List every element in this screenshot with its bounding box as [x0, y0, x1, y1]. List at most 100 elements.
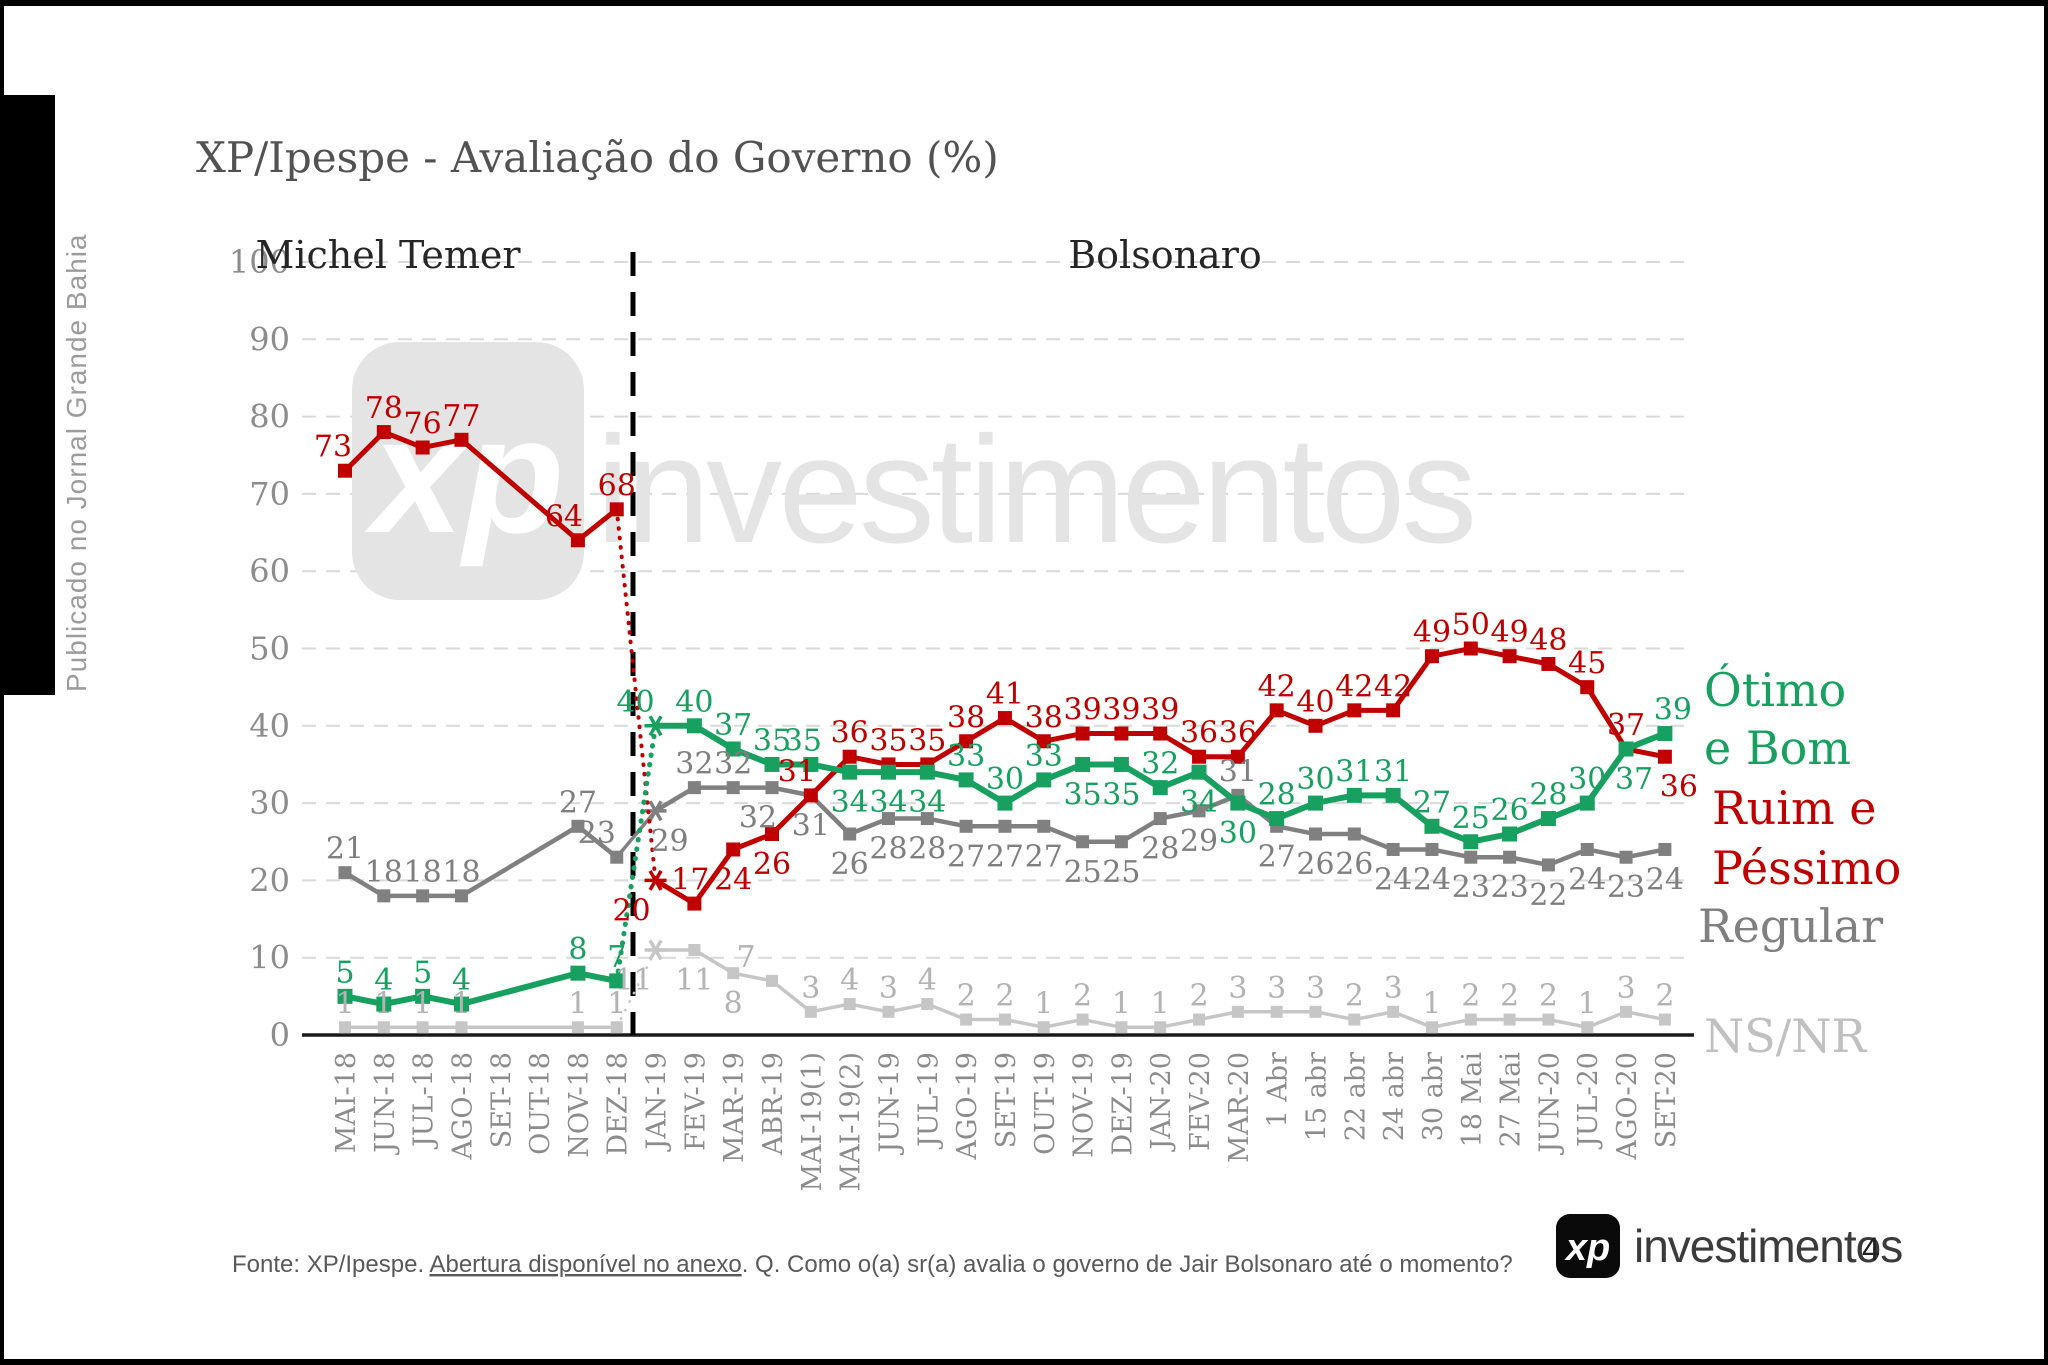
x-axis-tick-label: JUN-18	[370, 1052, 401, 1156]
legend-label-regular: Regular	[1698, 899, 1883, 953]
data-point	[1618, 741, 1634, 757]
x-axis-tick-label: AGO-19	[952, 1052, 983, 1161]
data-point	[1347, 703, 1362, 718]
data-label: 32	[675, 747, 713, 782]
data-label: 1	[568, 986, 587, 1021]
data-label: 28	[1529, 778, 1567, 813]
data-label: 39	[1102, 693, 1140, 728]
data-label: 28	[1258, 778, 1296, 813]
data-point	[1540, 811, 1556, 827]
data-point	[1308, 795, 1323, 811]
data-label: 38	[947, 700, 985, 735]
data-point	[1464, 1013, 1477, 1026]
data-point	[997, 711, 1012, 726]
data-label: 42	[1258, 669, 1296, 704]
data-label: 26	[1491, 793, 1529, 828]
x-axis-tick-label: MAR-19	[719, 1052, 750, 1163]
data-point	[609, 973, 625, 989]
data-label: 22	[1529, 878, 1567, 913]
x-axis-tick-label: JUN-19	[874, 1052, 905, 1156]
data-label: 40	[1296, 685, 1334, 720]
data-label: 26	[831, 847, 869, 882]
data-label: 27	[947, 839, 985, 874]
data-point	[1619, 850, 1633, 864]
legend-label-ruim-e-pessimo: Ruim e	[1712, 781, 1876, 835]
legend-label-ruim-e-pessimo: Péssimo	[1712, 841, 1901, 895]
data-point	[1230, 749, 1245, 764]
data-point	[1269, 811, 1285, 827]
y-axis-tick-label: 100	[229, 243, 290, 281]
x-axis-tick-label: AGO-18	[447, 1052, 478, 1161]
data-point	[416, 1021, 429, 1034]
data-label: 29	[650, 824, 688, 859]
data-label: 7	[736, 940, 755, 975]
data-point	[997, 795, 1013, 811]
data-point	[338, 463, 352, 478]
data-point	[570, 533, 585, 548]
footer-fonte: Fonte: XP/Ipespe.	[232, 1251, 429, 1278]
data-point	[1425, 842, 1439, 856]
x-axis-tick-label: OUT-18	[525, 1052, 556, 1155]
data-point	[1541, 656, 1556, 671]
x-axis-tick-label: SET-20	[1651, 1052, 1682, 1148]
data-label: 3	[1228, 971, 1247, 1006]
data-point	[376, 425, 391, 440]
data-point	[1114, 726, 1129, 741]
data-label: 34	[831, 785, 869, 820]
footer-annex-link[interactable]: Abertura disponível no anexo	[429, 1251, 741, 1278]
data-label: 27	[559, 785, 597, 820]
data-label: 23	[578, 816, 616, 851]
data-label: 49	[1491, 615, 1529, 650]
x-axis-tick-label: ABR-19	[758, 1052, 789, 1156]
data-label: 18	[442, 855, 480, 890]
data-label: 30	[1568, 762, 1606, 797]
data-point	[454, 889, 468, 903]
data-point	[1153, 726, 1168, 741]
data-label: 1	[1578, 986, 1597, 1021]
data-point	[1036, 734, 1051, 749]
data-label: 33	[1025, 739, 1063, 774]
data-label: 3	[801, 971, 820, 1006]
data-point	[1193, 1013, 1206, 1026]
x-axis-tick-label: JAN-19	[642, 1052, 673, 1152]
data-label: 1	[1034, 986, 1053, 1021]
data-label: 27	[1258, 839, 1296, 874]
data-label: 34	[1180, 785, 1218, 820]
data-point	[1037, 819, 1051, 833]
data-point	[843, 998, 856, 1011]
data-point	[1192, 749, 1207, 764]
data-label: 28	[908, 832, 946, 867]
data-point	[765, 827, 780, 842]
data-label: 25	[1452, 801, 1490, 836]
data-label: 31	[792, 808, 830, 843]
data-point	[803, 756, 819, 772]
data-label: 34	[869, 785, 907, 820]
data-label: 32	[1141, 747, 1179, 782]
data-label: 2	[1189, 979, 1208, 1014]
watermark-xp-block	[352, 342, 584, 600]
data-point	[376, 996, 392, 1012]
data-point	[1425, 1021, 1438, 1034]
plot-area: 0 10 20 30 40 50 60 70 80 90 100 xp investimentos MAI…	[229, 243, 1901, 1192]
x-axis-tick-label: 27 Mai	[1496, 1052, 1527, 1148]
y-axis-tick-label: 30	[249, 784, 290, 822]
data-label: 39	[1141, 693, 1179, 728]
data-point	[1346, 787, 1362, 803]
data-label: 2	[1345, 979, 1364, 1014]
data-label: 2	[995, 979, 1014, 1014]
data-point	[610, 1021, 623, 1034]
data-label: 40	[675, 685, 713, 720]
y-axis-tick-label: 10	[249, 939, 290, 977]
data-point	[571, 819, 585, 833]
data-point	[1191, 764, 1207, 780]
data-point	[453, 996, 469, 1012]
xp-logo-mark: xp	[1564, 1227, 1610, 1269]
data-label: 3	[1306, 971, 1325, 1006]
data-point	[339, 1021, 351, 1034]
page-number: 4	[1862, 1231, 1880, 1267]
data-point	[1620, 1005, 1633, 1018]
data-point	[959, 819, 973, 833]
data-point	[919, 764, 935, 780]
x-axis-tick-label: MAR-20	[1224, 1052, 1255, 1163]
